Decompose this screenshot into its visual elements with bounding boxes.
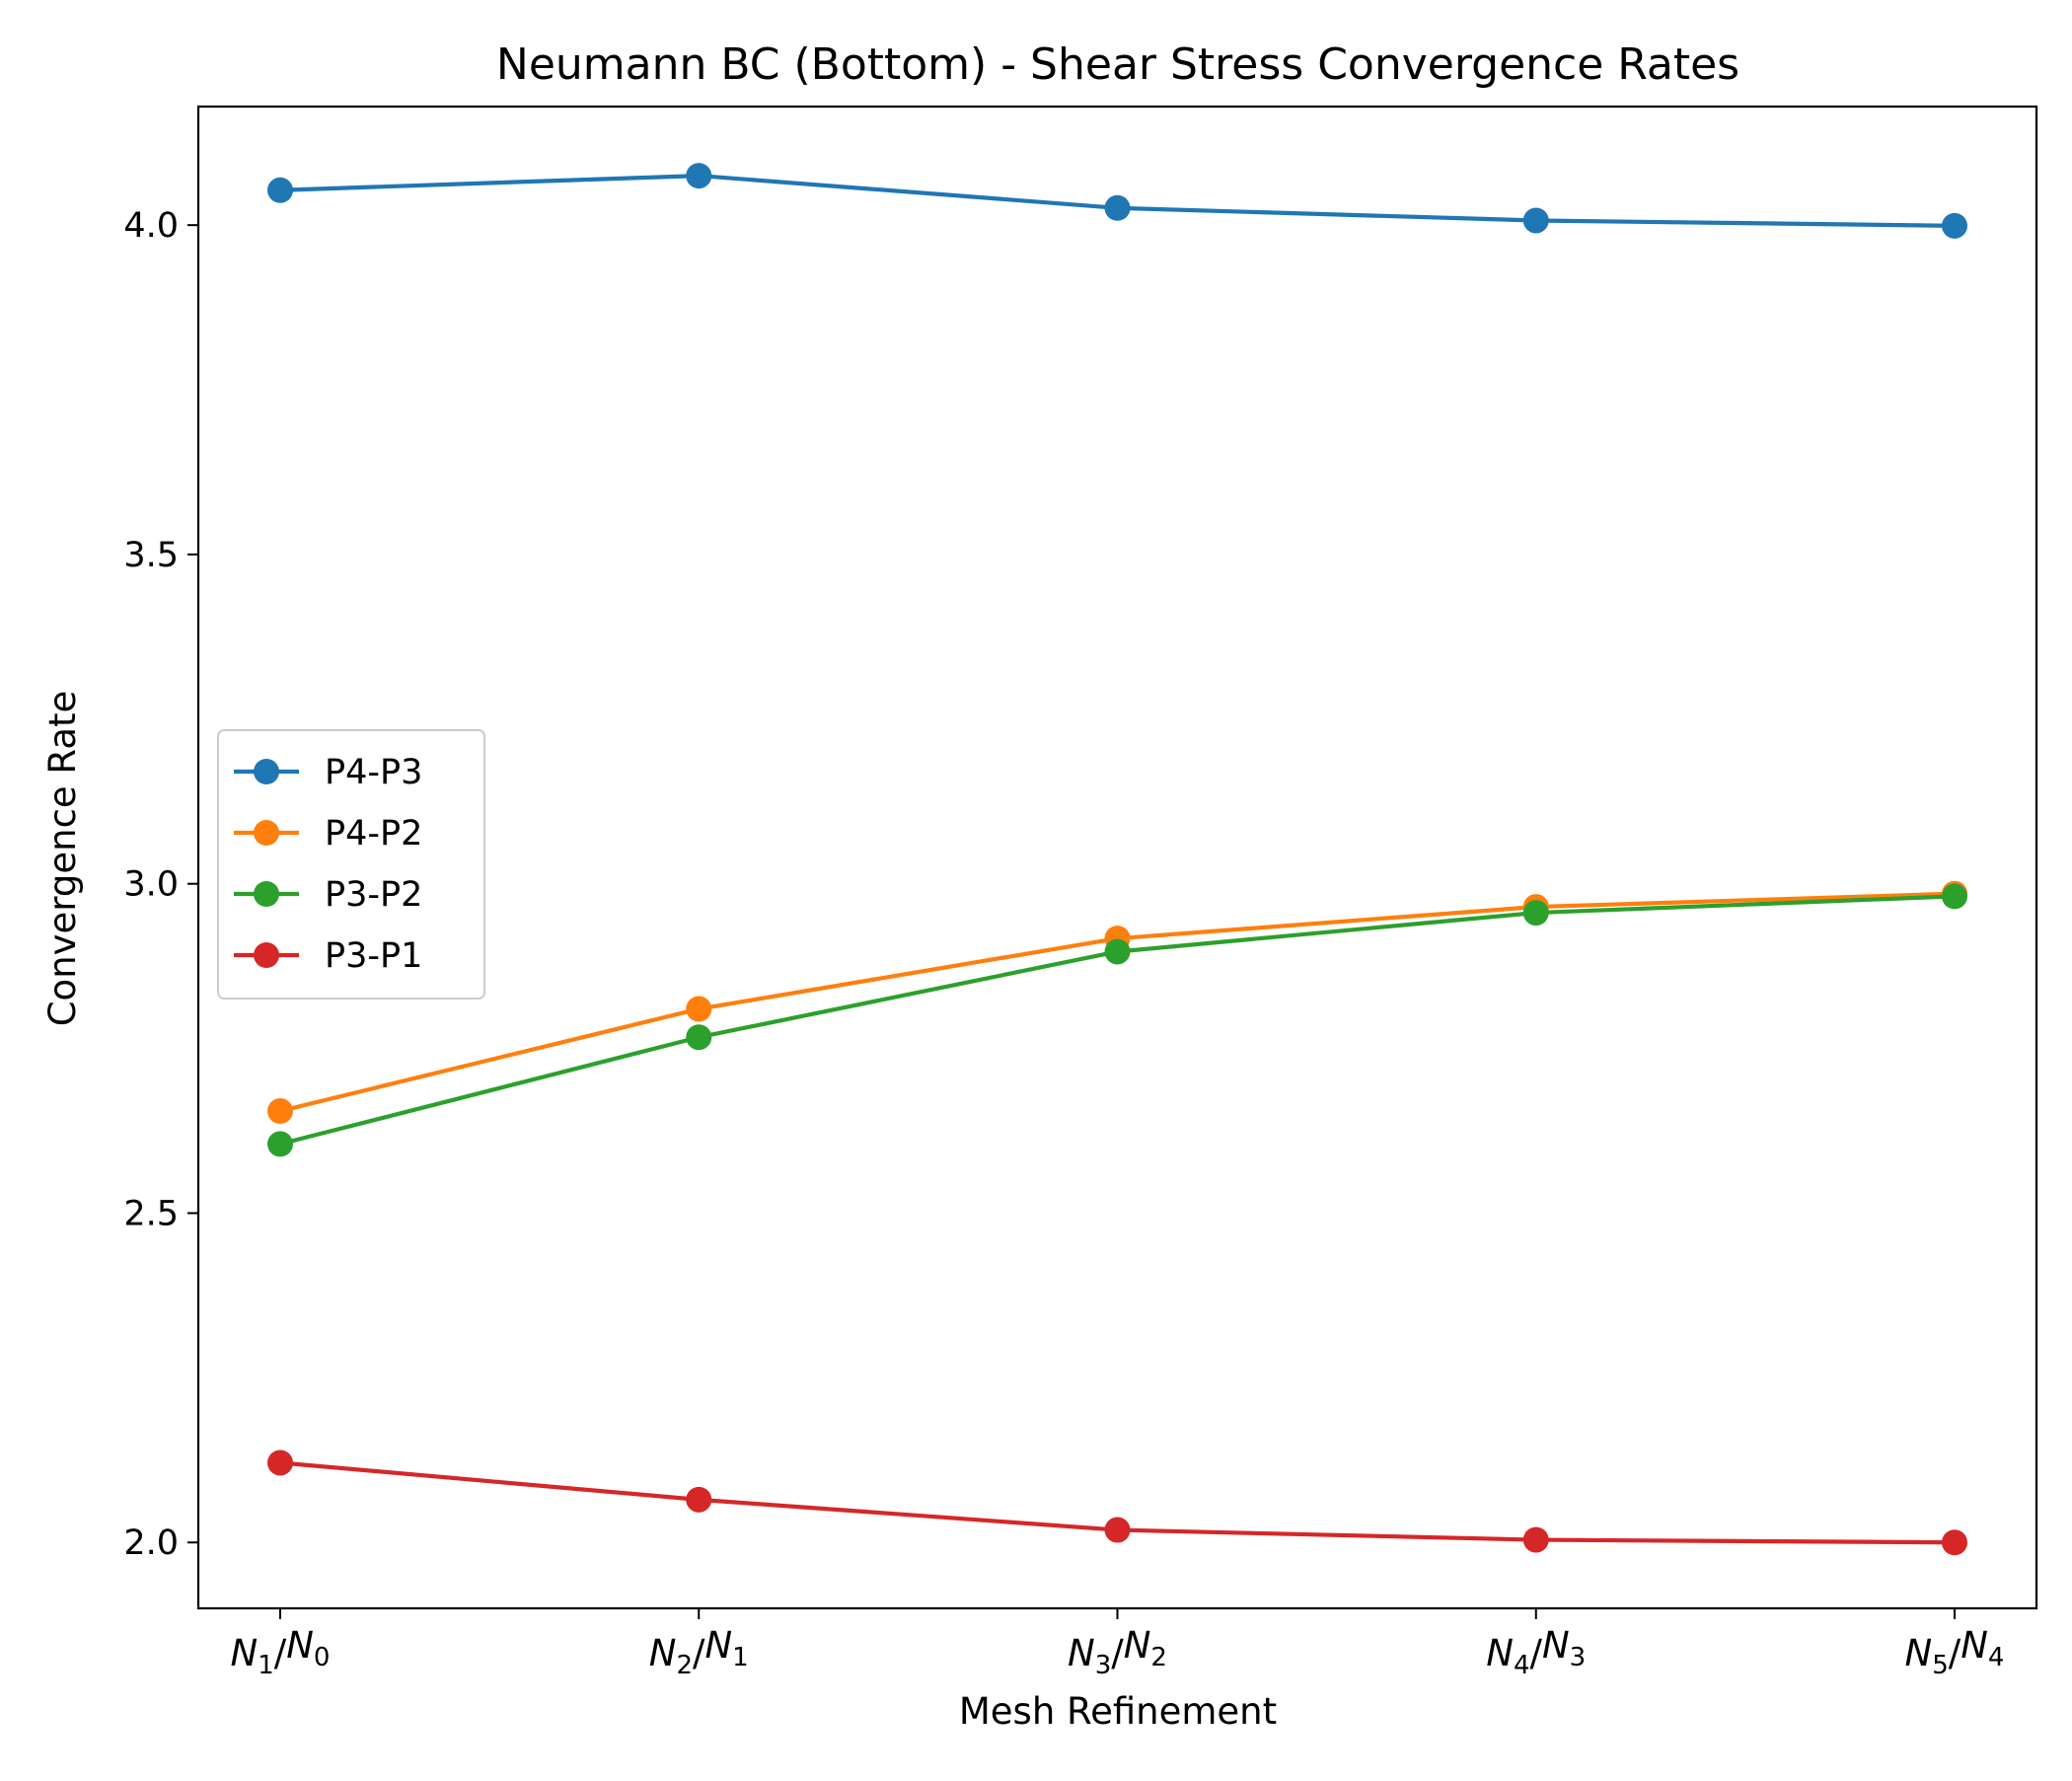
data-point: [686, 1486, 712, 1513]
data-point: [267, 1131, 293, 1157]
data-point: [1522, 207, 1549, 234]
x-tick-symbol: /: [1949, 1632, 1961, 1674]
x-tick-label: N4/N3: [1486, 1624, 1586, 1680]
x-tick-symbol: /: [693, 1632, 705, 1674]
x-tick-subscript: 3: [1570, 1643, 1587, 1672]
legend-marker: [254, 942, 279, 968]
x-tick-label: N2/N1: [649, 1624, 749, 1680]
legend-label: P4-P2: [325, 814, 422, 853]
x-tick-label: N5/N4: [1905, 1624, 2005, 1680]
x-tick-subscript: 0: [314, 1643, 331, 1672]
legend-item: P4-P2: [234, 814, 422, 853]
data-point: [267, 1098, 293, 1125]
x-tick-symbol: N: [1068, 1632, 1095, 1674]
legend: P4-P3 P4-P2 P3-P2 P3-P1: [217, 729, 485, 1000]
series-p3-p1: [267, 1449, 1967, 1556]
data-point: [1942, 1529, 1967, 1556]
data-point: [1104, 194, 1131, 221]
x-tick-subscript: 4: [1514, 1651, 1530, 1680]
x-tick-symbol: /: [1111, 1632, 1124, 1674]
data-point: [1942, 212, 1967, 239]
data-point: [1522, 900, 1549, 927]
data-point: [1942, 883, 1967, 910]
x-tick-label: N3/N2: [1068, 1624, 1167, 1680]
series-p3-p2: [267, 883, 1967, 1157]
x-tick-subscript: 5: [1932, 1651, 1949, 1680]
legend-box: [217, 729, 485, 1000]
chart-title: Neumann BC (Bottom) - Shear Stress Conve…: [496, 39, 1739, 90]
x-tick-symbol: N: [649, 1632, 677, 1674]
y-tick-label: 2.0: [123, 1523, 179, 1563]
x-tick-symbol: N: [231, 1632, 259, 1674]
x-tick-subscript: 1: [258, 1651, 274, 1680]
legend-marker: [254, 881, 279, 907]
legend-item: P3-P2: [234, 875, 422, 915]
x-axis-label: Mesh Refinement: [959, 1690, 1277, 1733]
x-tick-symbol: N: [1961, 1624, 1988, 1667]
x-tick-symbol: N: [704, 1624, 732, 1667]
x-tick-symbol: /: [1530, 1632, 1543, 1674]
plot-area: 2.02.53.03.54.0N1/N0 N2/N1 N3/N2 N4/N3 N5/N4: [123, 105, 2038, 1680]
legend-label: P3-P2: [325, 875, 422, 915]
data-point: [1104, 1517, 1131, 1543]
x-tick-subscript: 2: [1150, 1643, 1167, 1672]
x-tick-symbol: N: [1905, 1632, 1933, 1674]
x-tick-subscript: 1: [732, 1643, 749, 1672]
y-tick-label: 4.0: [123, 206, 179, 246]
x-tick-symbol: /: [274, 1632, 287, 1674]
axes-frame: [196, 105, 2038, 1610]
y-tick-label: 3.5: [123, 536, 179, 575]
data-point: [267, 1449, 293, 1476]
x-tick-symbol: N: [1486, 1632, 1514, 1674]
data-point: [686, 996, 712, 1022]
data-point: [1104, 938, 1131, 965]
data-point: [686, 1024, 712, 1051]
x-tick-label: N1/N0: [231, 1624, 331, 1680]
y-tick-label: 3.0: [123, 865, 179, 905]
legend-label: P4-P3: [325, 753, 422, 792]
x-tick-symbol: N: [1124, 1624, 1151, 1667]
legend-item: P4-P3: [234, 753, 422, 792]
x-tick-subscript: 3: [1095, 1651, 1112, 1680]
data-point: [267, 177, 293, 203]
data-point: [1522, 1526, 1549, 1553]
x-tick-symbol: N: [286, 1624, 314, 1667]
data-point: [686, 163, 712, 189]
legend-item: P3-P1: [234, 936, 422, 976]
y-axis-label: Convergence Rate: [41, 691, 84, 1027]
series-p4-p3: [267, 163, 1967, 239]
y-tick-label: 2.5: [123, 1194, 179, 1233]
x-tick-symbol: N: [1542, 1624, 1570, 1667]
legend-marker: [254, 759, 279, 784]
x-tick-subscript: 2: [676, 1651, 693, 1680]
legend-label: P3-P1: [325, 936, 422, 976]
x-tick-subscript: 4: [1988, 1643, 2005, 1672]
legend-marker: [254, 820, 279, 846]
